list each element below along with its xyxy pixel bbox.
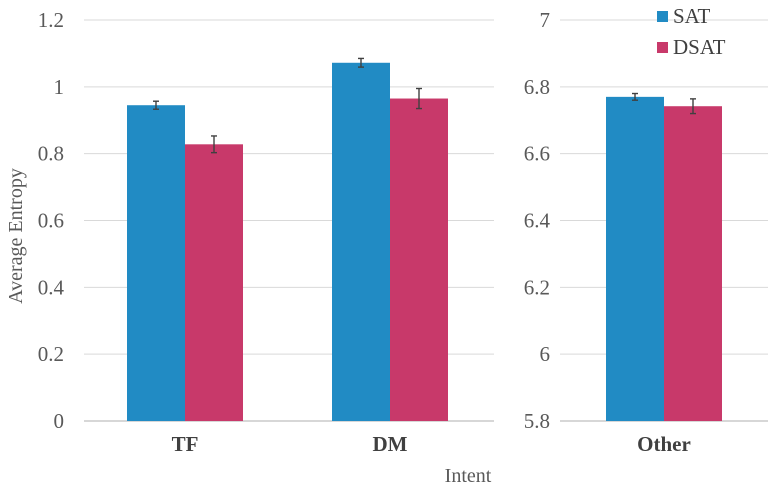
left-y-tick-label: 0.2 [38, 342, 64, 366]
right-y-tick-label: 6.2 [524, 275, 550, 299]
left-y-tick-label: 1.2 [38, 8, 64, 32]
y-axis-title: Average Entropy [5, 168, 27, 304]
category-labels: TF DM Other [172, 432, 691, 456]
right-y-tick-label: 6.8 [524, 75, 550, 99]
bar-sat-other [606, 96, 664, 421]
left-y-tick-label: 0 [54, 409, 65, 433]
category-label-other: Other [637, 432, 691, 456]
right-y-tick-label: 6.6 [524, 142, 550, 166]
legend-label-sat: SAT [673, 4, 711, 28]
error-bars [153, 57, 696, 154]
right-y-tick-label: 7 [540, 8, 551, 32]
bars [127, 62, 722, 422]
legend-label-dsat: DSAT [673, 35, 726, 59]
bar-sat-tf [127, 105, 185, 422]
right-y-tick-label: 6 [540, 342, 551, 366]
legend-swatch-dsat [657, 42, 668, 53]
bar-sat-dm [332, 62, 390, 421]
right-y-tick-labels: 5.8 6 6.2 6.4 6.6 6.8 7 [524, 8, 551, 433]
bar-dsat-other [664, 106, 722, 421]
x-axis-title: Intent [445, 465, 492, 487]
right-y-tick-label: 6.4 [524, 209, 551, 233]
right-y-tick-label: 5.8 [524, 409, 550, 433]
bar-dsat-dm [390, 98, 448, 421]
left-y-tick-label: 0.6 [38, 209, 64, 233]
left-y-tick-labels: 0 0.2 0.4 0.6 0.8 1 1.2 [38, 8, 65, 433]
category-label-tf: TF [172, 432, 199, 456]
legend: SAT DSAT [657, 4, 726, 59]
left-y-tick-label: 0.8 [38, 142, 64, 166]
left-y-tick-label: 1 [54, 75, 65, 99]
legend-swatch-sat [657, 11, 668, 22]
category-label-dm: DM [373, 432, 408, 456]
left-y-tick-label: 0.4 [38, 275, 65, 299]
bar-dsat-tf [185, 144, 243, 421]
